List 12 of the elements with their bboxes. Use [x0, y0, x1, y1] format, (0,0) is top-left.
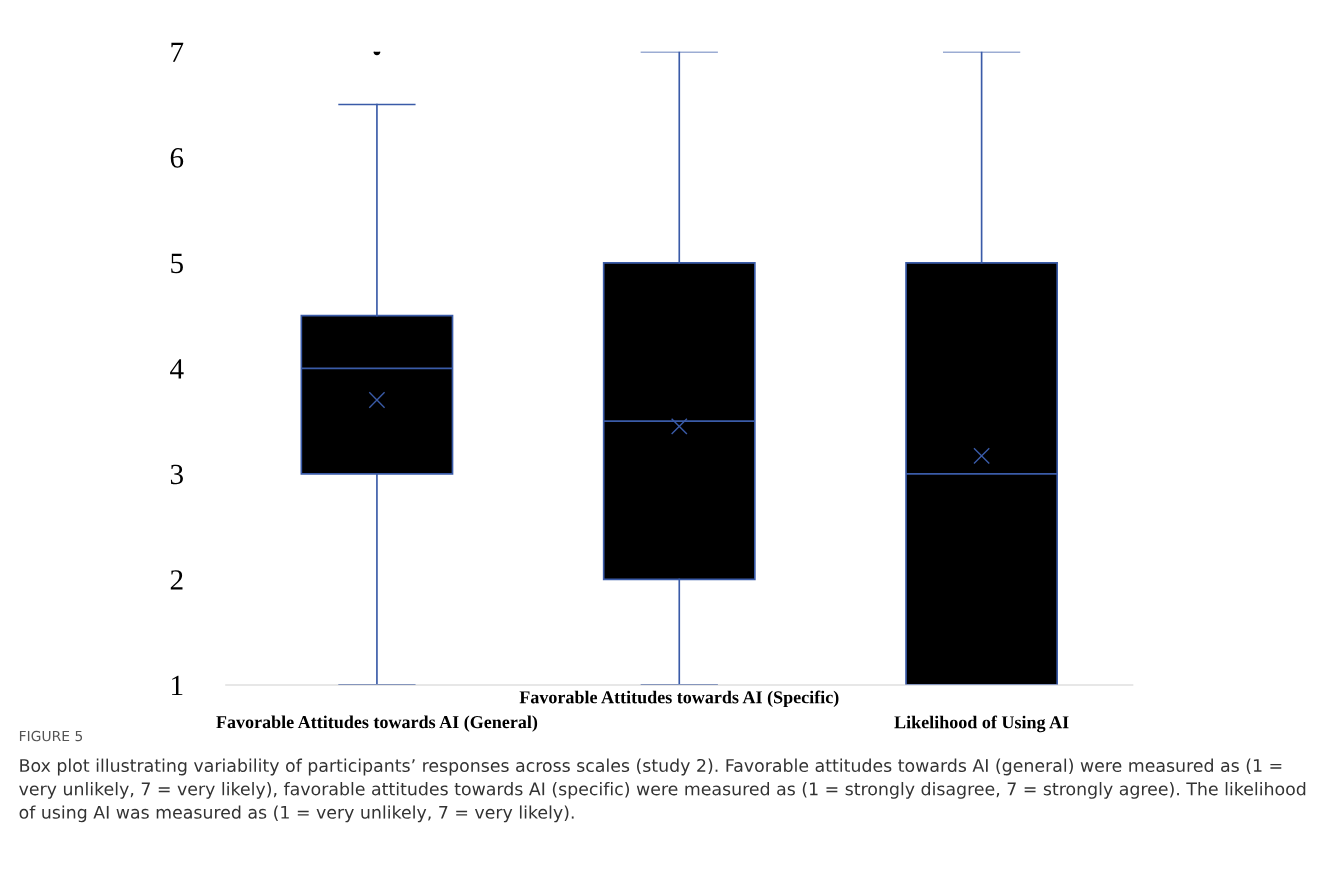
y-tick-label: 2 — [170, 570, 183, 590]
x-tick-label: Favorable Attitudes towards AI (General) — [216, 715, 538, 732]
x-tick-label: Favorable Attitudes towards AI (Specific) — [519, 690, 839, 708]
y-tick-label: 6 — [170, 148, 184, 168]
y-tick-label: 7 — [171, 42, 184, 62]
y-tick-label: 1 — [172, 675, 183, 696]
y-tick-label: 3 — [170, 464, 183, 485]
y-tick-label: 4 — [170, 359, 184, 379]
x-tick-label: Likelihood of Using AI — [894, 715, 1069, 733]
caption: FIGURE 5 — [19, 730, 83, 742]
y-tick-label: 5 — [171, 253, 183, 274]
text: Box plot illustrating variability of participants’ responses across scales (study 2). Favorable attitudes towards AI (general) were measured as (1 = very unlikely, 7 = very likely), favorable attitudes towards AI (specific) were measured as (1 = strongly disagree, 7 = strongly agree). The likelihood of using AI was measured as (1 = very unlikely, 7 = very likely). — [19, 758, 1306, 823]
